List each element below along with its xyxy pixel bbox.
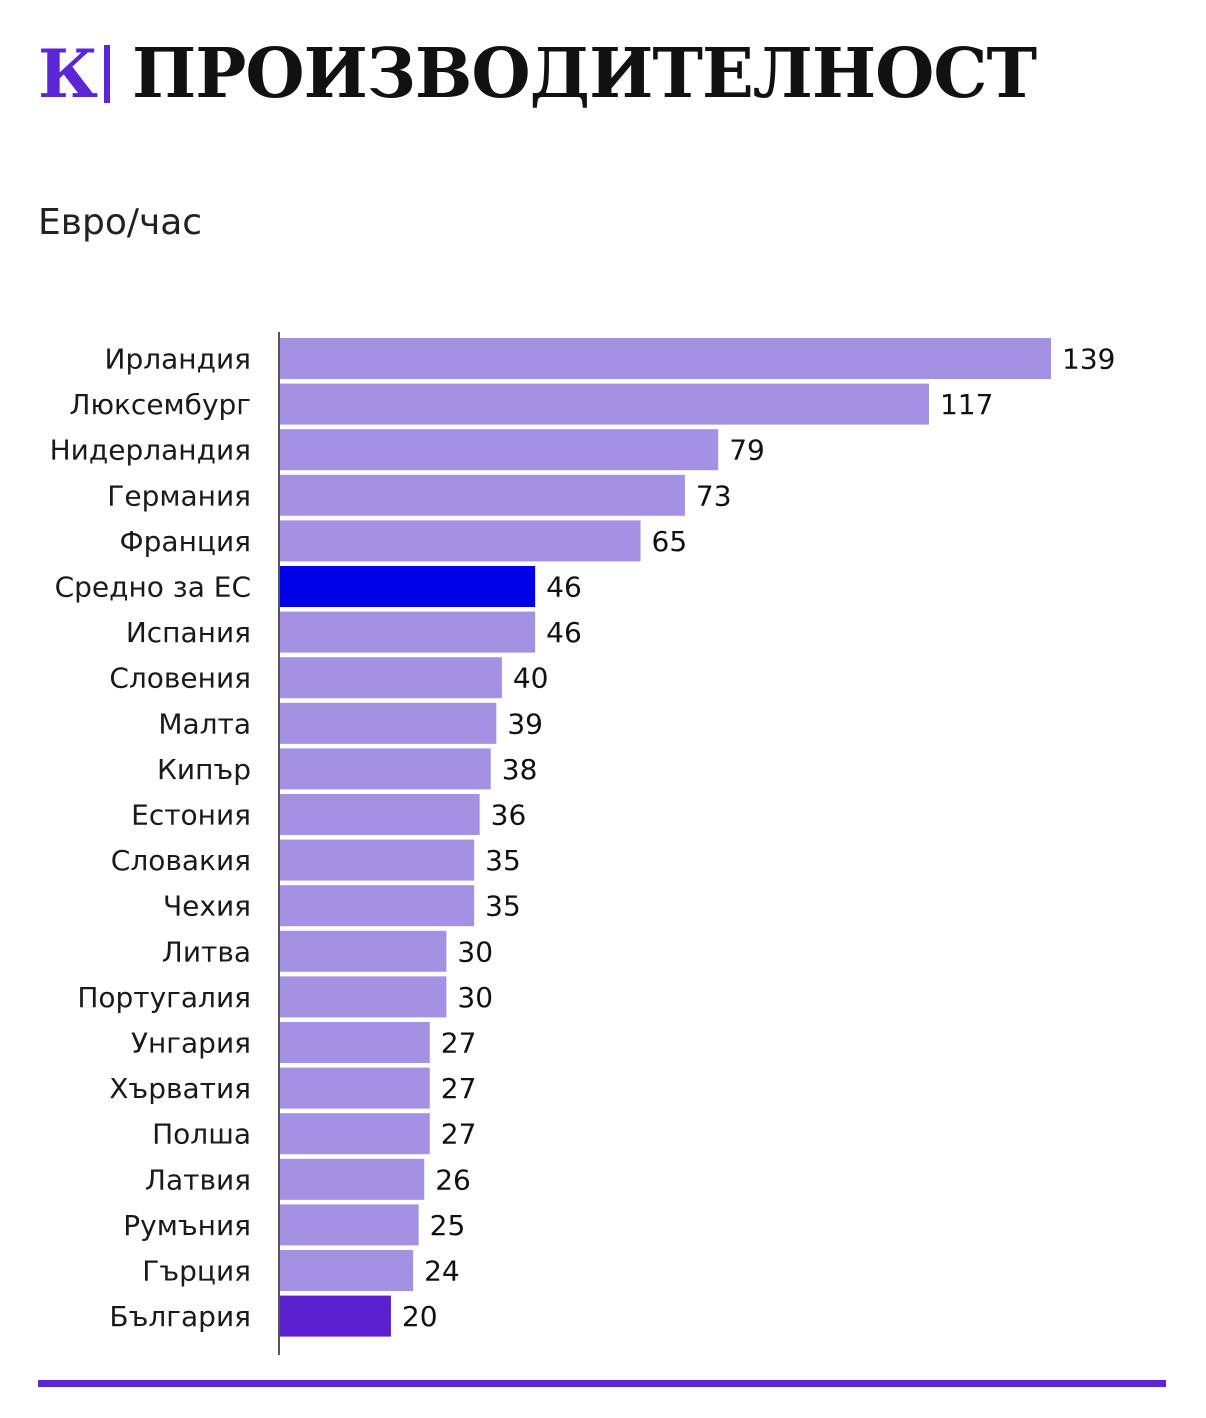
value-label: 30 — [457, 935, 493, 968]
bar-9 — [280, 748, 491, 790]
category-label: Испания — [126, 616, 251, 649]
category-label: Словения — [109, 662, 251, 695]
category-label: Португалия — [77, 981, 251, 1014]
bar-8 — [280, 702, 497, 744]
category-label: Полша — [152, 1118, 251, 1151]
category-label: България — [109, 1300, 251, 1333]
category-label: Средно за ЕС — [55, 571, 251, 604]
category-label: Литва — [162, 935, 251, 968]
bar-21 — [280, 1295, 391, 1337]
category-label: Малта — [158, 707, 251, 740]
bar-5 — [280, 566, 536, 607]
bar-2 — [280, 429, 719, 471]
value-label: 35 — [485, 844, 521, 877]
bar-1 — [280, 383, 929, 425]
category-label: Унгария — [131, 1027, 251, 1060]
bar-16 — [280, 1067, 430, 1109]
header: К ПРОИЗВОДИТЕЛНОСТ — [38, 34, 1037, 114]
category-label: Люксембург — [69, 388, 251, 421]
category-label: Германия — [107, 479, 251, 512]
chart-title: ПРОИЗВОДИТЕЛНОСТ — [132, 34, 1037, 114]
bar-19 — [280, 1204, 419, 1246]
value-label: 27 — [441, 1118, 477, 1151]
value-label: 38 — [502, 753, 538, 786]
brand-logo: К — [38, 35, 98, 113]
bar-6 — [280, 611, 536, 653]
bar-15 — [280, 1022, 430, 1063]
value-label: 25 — [430, 1209, 466, 1242]
value-label: 73 — [696, 479, 732, 512]
bar-10 — [280, 794, 480, 835]
category-label: Нидерландия — [50, 434, 251, 467]
value-label: 40 — [513, 662, 549, 695]
value-label: 65 — [652, 525, 688, 558]
bar-17 — [280, 1113, 430, 1155]
value-label: 27 — [441, 1072, 477, 1105]
value-label: 30 — [457, 981, 493, 1014]
value-label: 35 — [485, 890, 521, 923]
bar-20 — [280, 1250, 414, 1291]
category-label: Гърция — [142, 1255, 251, 1288]
value-label: 27 — [441, 1027, 477, 1060]
value-label: 20 — [402, 1300, 438, 1333]
bar-3 — [280, 474, 685, 516]
category-label: Ирландия — [105, 343, 251, 376]
bar-18 — [280, 1158, 425, 1200]
category-label: Франция — [120, 525, 251, 558]
value-label: 139 — [1062, 343, 1115, 376]
category-label: Румъния — [123, 1209, 251, 1242]
value-label: 24 — [424, 1255, 460, 1288]
bar-7 — [280, 657, 502, 699]
category-label: Чехия — [163, 890, 251, 923]
category-label: Естония — [131, 799, 251, 832]
value-label: 117 — [940, 388, 993, 421]
bar-12 — [280, 885, 475, 927]
unit-label: Евро/час — [38, 202, 203, 243]
bars-group: Ирландия 139 Люксембург 117 Нидерландия 79 Гер… — [50, 338, 1115, 1337]
category-label: Латвия — [145, 1163, 251, 1196]
value-label: 36 — [491, 799, 527, 832]
value-label: 26 — [435, 1163, 471, 1196]
bar-13 — [280, 930, 447, 972]
logo-divider — [104, 45, 111, 103]
value-label: 39 — [507, 707, 543, 740]
category-label: Кипър — [157, 753, 251, 786]
category-label: Словакия — [111, 844, 251, 877]
bar-14 — [280, 976, 447, 1018]
value-label: 46 — [546, 616, 582, 649]
bar-0 — [280, 338, 1051, 379]
bar-11 — [280, 839, 475, 881]
bar-4 — [280, 520, 641, 562]
value-label: 46 — [546, 571, 582, 604]
bottom-rule — [38, 1380, 1166, 1387]
category-label: Хърватия — [109, 1072, 251, 1105]
value-label: 79 — [729, 434, 765, 467]
